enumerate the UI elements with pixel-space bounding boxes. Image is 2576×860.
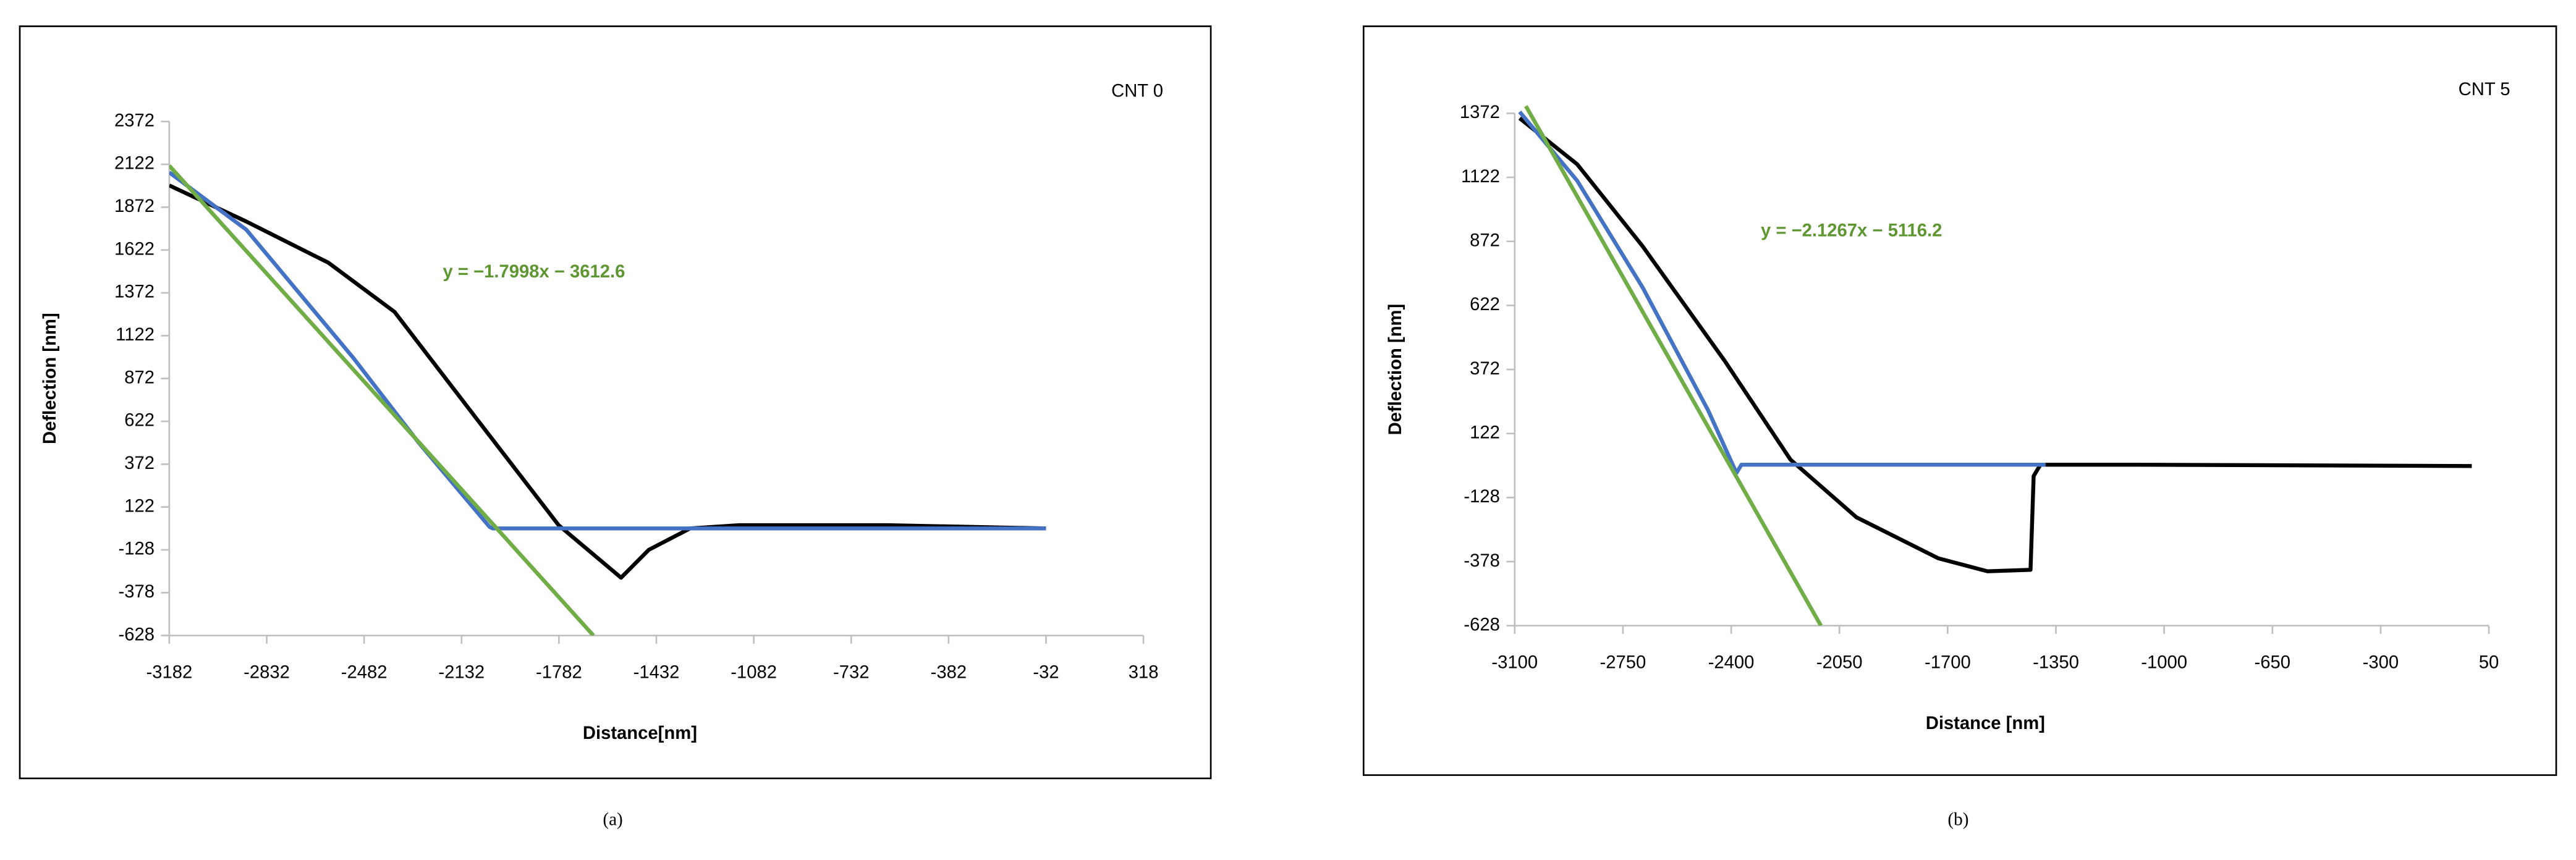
y-axis-title: Deflection [nm] [40,313,60,444]
y-tick-label: -378 [118,582,154,602]
y-tick-label: 122 [124,496,155,516]
x-tick-label: -650 [2254,653,2290,673]
series-label: CNT 0 [1111,82,1163,101]
fit-equation: y = −1.7998x − 3612.6 [443,262,625,282]
y-tick-label: 872 [1470,230,1500,250]
x-tick-label: -3100 [1491,653,1538,673]
data-line [169,164,595,636]
data-line [1518,110,2046,475]
y-tick-label: 1372 [114,282,155,302]
data-line [169,171,1046,531]
y-tick-label: 872 [124,368,155,387]
x-tick-label: -32 [1033,663,1059,683]
x-tick-label: -2132 [438,663,485,683]
y-tick-label: 372 [124,453,155,473]
x-tick-label: -3182 [146,663,193,683]
y-tick-label: 1372 [1460,103,1500,122]
y-tick-label: 1872 [114,196,155,216]
y-tick-label: 2372 [114,111,155,130]
data-line [1524,105,1823,626]
x-tick-label: -2050 [1816,653,1863,673]
x-axis-title: Distance[nm] [583,723,697,743]
y-tick-label: 2122 [114,154,155,174]
y-tick-label: 372 [1470,359,1500,379]
x-tick-label: 50 [2479,653,2499,673]
x-tick-label: -1700 [1925,653,1971,673]
x-tick-label: -732 [833,663,869,683]
x-tick-label: 318 [1129,663,1159,683]
fit-equation: y = −2.1267x − 5116.2 [1761,221,1942,240]
y-tick-label: -128 [118,539,154,559]
y-tick-label: 1622 [114,239,155,259]
panel-label: (a) [603,810,622,830]
series-label: CNT 5 [2459,80,2510,99]
x-tick-label: -1000 [2141,653,2187,673]
x-tick-label: -382 [931,663,967,683]
y-tick-label: 1122 [116,325,155,345]
y-tick-label: -628 [1464,615,1499,634]
y-tick-label: 122 [1470,423,1500,442]
x-tick-label: -300 [2363,653,2399,673]
x-tick-label: -1350 [2033,653,2079,673]
x-tick-label: -2832 [244,663,290,683]
y-tick-label: -128 [1464,487,1499,507]
panel-border [1362,25,2557,776]
x-axis-title: Distance [nm] [1926,714,2045,733]
x-tick-label: -1432 [633,663,680,683]
y-tick-label: 622 [1470,295,1500,314]
x-tick-label: -2750 [1600,653,1646,673]
x-tick-label: -2400 [1708,653,1755,673]
data-line [169,183,1046,580]
y-tick-label: -378 [1464,551,1499,571]
panel-label: (b) [1947,810,1968,830]
x-tick-label: -1782 [536,663,582,683]
y-tick-label: -628 [118,625,154,644]
x-tick-label: -2482 [341,663,388,683]
y-tick-label: 1122 [1461,167,1500,187]
x-tick-label: -1082 [731,663,777,683]
y-axis-title: Deflection [nm] [1386,304,1405,436]
y-tick-label: 622 [124,411,155,431]
panel-border [19,25,1212,780]
